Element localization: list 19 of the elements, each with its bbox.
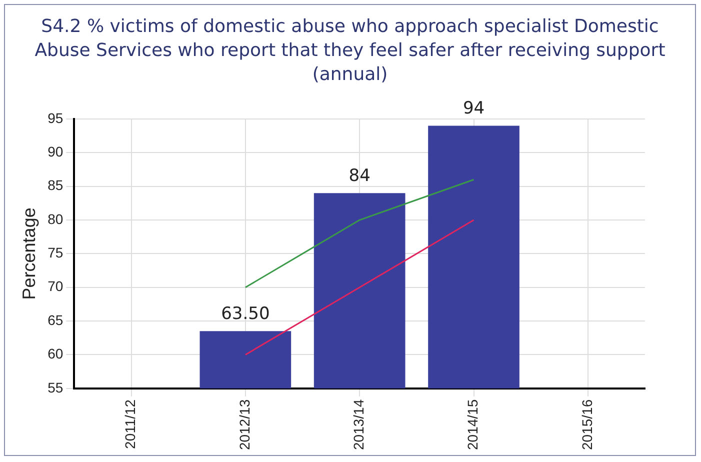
data-label: 94 bbox=[462, 98, 485, 119]
chart-title: S4.2 % victims of domestic abuse who approach specialist Domestic Abuse Services who report that they feel safer after receiving support (annual) bbox=[34, 15, 666, 87]
y-tick-label: 55 bbox=[48, 379, 64, 396]
x-tick-label: 2015/16 bbox=[578, 399, 595, 450]
y-tick-label: 90 bbox=[48, 144, 64, 160]
y-tick-label: 65 bbox=[48, 312, 64, 328]
y-tick-label: 75 bbox=[48, 244, 64, 261]
data-label: 84 bbox=[348, 166, 370, 186]
y-tick-label: 85 bbox=[48, 177, 64, 194]
y-tick-label: 60 bbox=[48, 346, 64, 362]
data-label: 63.50 bbox=[221, 304, 270, 324]
x-tick-label: 2014/15 bbox=[464, 399, 481, 450]
y-axis-title: Percentage bbox=[18, 208, 39, 300]
y-tick-label: 95 bbox=[48, 110, 64, 126]
y-tick-label: 70 bbox=[48, 278, 64, 294]
y-tick-label: 80 bbox=[48, 210, 64, 227]
x-tick-label: 2013/14 bbox=[350, 399, 366, 450]
x-tick-label: 2011/12 bbox=[122, 399, 138, 449]
x-tick-label: 2012/13 bbox=[236, 399, 252, 450]
